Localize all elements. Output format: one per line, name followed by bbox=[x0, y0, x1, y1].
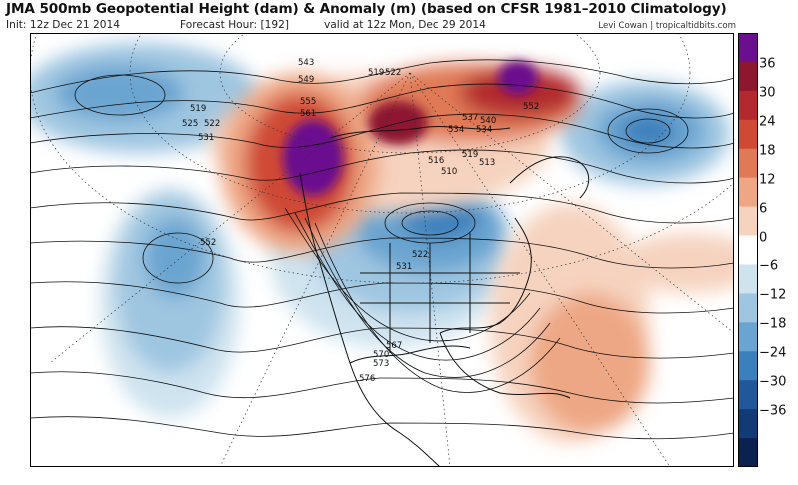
colorbar-label: −24 bbox=[759, 345, 787, 361]
credit: Levi Cowan | tropicaltidbits.com bbox=[598, 21, 736, 31]
colorbar-label: 30 bbox=[759, 85, 776, 101]
colorbar-swatch bbox=[738, 322, 758, 352]
init-time: Init: 12z Dec 21 2014 bbox=[6, 19, 120, 31]
colorbar-swatch bbox=[738, 351, 758, 381]
contour-label: 510 bbox=[441, 167, 457, 177]
colorbar-label: 0 bbox=[759, 230, 768, 246]
contour-label: 522 bbox=[412, 250, 428, 260]
colorbar-label: 24 bbox=[759, 114, 776, 130]
contour-label: 552 bbox=[523, 102, 539, 112]
colorbar-swatch bbox=[738, 409, 758, 439]
colorbar-label: 6 bbox=[759, 201, 768, 217]
anomaly-colorbar: 36 30 24 18 12 6 0 −6 −12 −18 −24 −30 −36 bbox=[738, 33, 798, 467]
colorbar-label: −18 bbox=[759, 316, 787, 332]
contour-label: 537 bbox=[462, 113, 478, 123]
contour-label: 522 bbox=[204, 119, 220, 129]
colorbar-swatch bbox=[738, 380, 758, 410]
colorbar-swatch bbox=[738, 33, 758, 63]
colorbar-label: −30 bbox=[759, 374, 787, 390]
height-anomaly-map: 543 549 519 522 519 525 522 531 555 561 … bbox=[30, 33, 734, 467]
contour-label: 525 bbox=[182, 119, 198, 129]
colorbar-swatch bbox=[738, 119, 758, 150]
contour-label: 513 bbox=[479, 158, 495, 168]
contour-label: 561 bbox=[300, 109, 316, 119]
coastlines bbox=[299, 126, 590, 467]
contour-label: 516 bbox=[428, 156, 444, 166]
contour-label: 573 bbox=[373, 359, 389, 369]
colorbar-swatches bbox=[738, 33, 758, 467]
contour-label: 555 bbox=[300, 97, 316, 107]
contour-label: 534 bbox=[476, 125, 492, 135]
colorbar-label: −36 bbox=[759, 403, 787, 419]
contour-label: 534 bbox=[448, 125, 464, 135]
contour-labels: 543 549 519 522 519 525 522 531 555 561 … bbox=[182, 58, 539, 384]
contour-label: 519 bbox=[190, 104, 206, 114]
contour-label: 549 bbox=[298, 75, 314, 85]
contour-label: 519 bbox=[368, 68, 384, 78]
colorbar-label: −6 bbox=[759, 258, 779, 274]
colorbar-swatch bbox=[738, 438, 758, 467]
colorbar-swatch bbox=[738, 264, 758, 294]
forecast-hour: Forecast Hour: [192] bbox=[180, 19, 289, 31]
colorbar-label: 12 bbox=[759, 172, 776, 188]
contour-label: 540 bbox=[480, 116, 496, 126]
colorbar-swatch bbox=[738, 61, 758, 92]
contour-label: 543 bbox=[298, 58, 314, 68]
contour-label: 531 bbox=[198, 133, 214, 143]
valid-time: valid at 12z Mon, Dec 29 2014 bbox=[324, 19, 486, 31]
colorbar-swatch bbox=[738, 293, 758, 323]
title: JMA 500mb Geopotential Height (dam) & An… bbox=[6, 1, 727, 17]
contour-label: 522 bbox=[385, 68, 401, 78]
contour-label: 519 bbox=[462, 150, 478, 160]
contour-label: 576 bbox=[359, 374, 375, 384]
colorbar-label: −12 bbox=[759, 287, 787, 303]
contour-label: 567 bbox=[386, 341, 402, 351]
colorbar-swatch bbox=[738, 148, 758, 179]
colorbar-swatch bbox=[738, 206, 758, 237]
colorbar-swatch bbox=[738, 177, 758, 208]
colorbar-swatch bbox=[738, 90, 758, 121]
colorbar-label: 18 bbox=[759, 143, 776, 159]
colorbar-swatch bbox=[738, 235, 758, 265]
contour-label: 552 bbox=[200, 238, 216, 248]
height-contours bbox=[30, 59, 734, 440]
colorbar-label: 36 bbox=[759, 56, 776, 72]
contour-label: 531 bbox=[396, 262, 412, 272]
contour-label: 570 bbox=[373, 350, 389, 360]
